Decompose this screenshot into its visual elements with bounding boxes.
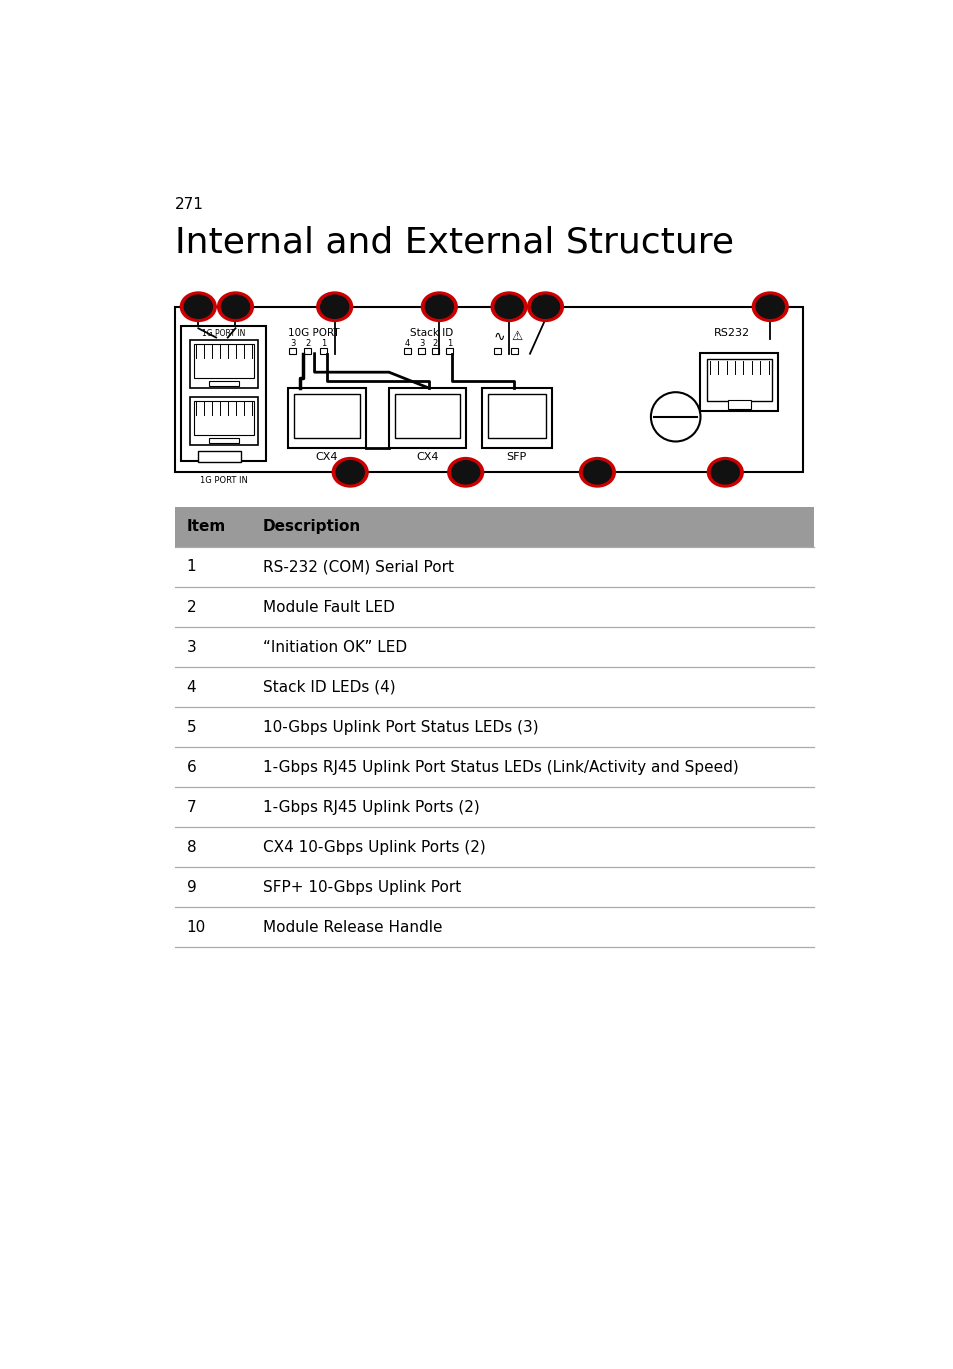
Bar bbox=[700, 353, 778, 411]
Text: RS232: RS232 bbox=[713, 329, 749, 338]
Text: 7: 7 bbox=[187, 799, 196, 815]
Text: 10: 10 bbox=[187, 920, 206, 935]
Text: 4: 4 bbox=[187, 679, 196, 694]
Text: 1G PORT IN: 1G PORT IN bbox=[202, 329, 245, 338]
Text: 1-Gbps RJ45 Uplink Port Status LEDs (Link/Activity and Speed): 1-Gbps RJ45 Uplink Port Status LEDs (Lin… bbox=[262, 760, 738, 775]
Text: “Initiation OK” LED: “Initiation OK” LED bbox=[262, 639, 406, 654]
Ellipse shape bbox=[319, 294, 349, 319]
Text: 1G PORT IN: 1G PORT IN bbox=[200, 476, 248, 485]
Ellipse shape bbox=[706, 457, 743, 487]
Ellipse shape bbox=[751, 292, 788, 322]
Bar bbox=[209, 382, 239, 386]
Text: 3: 3 bbox=[418, 340, 424, 348]
Text: 1-Gbps RJ45 Uplink Ports (2): 1-Gbps RJ45 Uplink Ports (2) bbox=[262, 799, 478, 815]
Bar bbox=[193, 344, 253, 378]
Bar bbox=[193, 401, 253, 434]
Text: ⚠: ⚠ bbox=[511, 330, 522, 342]
Bar bbox=[174, 307, 802, 472]
Text: 8: 8 bbox=[187, 839, 196, 854]
Bar bbox=[488, 394, 545, 438]
Text: SFP: SFP bbox=[506, 452, 526, 463]
Bar bbox=[403, 348, 410, 353]
Text: Internal and External Structure: Internal and External Structure bbox=[174, 226, 733, 260]
Text: 1: 1 bbox=[321, 340, 326, 348]
Ellipse shape bbox=[582, 460, 612, 485]
Ellipse shape bbox=[220, 294, 250, 319]
Ellipse shape bbox=[526, 292, 563, 322]
Bar bbox=[727, 400, 750, 409]
Text: Item: Item bbox=[187, 519, 226, 534]
Ellipse shape bbox=[183, 294, 213, 319]
Ellipse shape bbox=[216, 292, 253, 322]
Text: 3: 3 bbox=[187, 639, 196, 654]
Ellipse shape bbox=[420, 292, 457, 322]
Ellipse shape bbox=[424, 294, 454, 319]
Bar bbox=[174, 507, 814, 548]
Bar bbox=[389, 387, 466, 448]
Text: CX4 10-Gbps Uplink Ports (2): CX4 10-Gbps Uplink Ports (2) bbox=[262, 839, 485, 854]
Ellipse shape bbox=[578, 457, 616, 487]
Text: 5: 5 bbox=[187, 720, 196, 735]
Bar bbox=[294, 394, 359, 438]
Ellipse shape bbox=[530, 294, 559, 319]
Text: Description: Description bbox=[262, 519, 360, 534]
Ellipse shape bbox=[451, 460, 480, 485]
Text: Module Fault LED: Module Fault LED bbox=[262, 600, 395, 615]
Text: 6: 6 bbox=[187, 760, 196, 775]
Ellipse shape bbox=[490, 292, 527, 322]
Text: 10G PORT: 10G PORT bbox=[288, 329, 339, 338]
Bar bbox=[510, 348, 517, 353]
Bar bbox=[289, 348, 295, 353]
Text: 3: 3 bbox=[290, 340, 295, 348]
Bar bbox=[181, 326, 266, 461]
Ellipse shape bbox=[447, 457, 484, 487]
Text: Module Release Handle: Module Release Handle bbox=[262, 920, 441, 935]
Text: 2: 2 bbox=[187, 600, 196, 615]
Ellipse shape bbox=[494, 294, 523, 319]
Text: CX4: CX4 bbox=[315, 452, 338, 463]
Text: 4: 4 bbox=[404, 340, 410, 348]
Ellipse shape bbox=[179, 292, 216, 322]
Text: SFP+ 10-Gbps Uplink Port: SFP+ 10-Gbps Uplink Port bbox=[262, 880, 460, 895]
Text: CX4: CX4 bbox=[416, 452, 438, 463]
Text: 10-Gbps Uplink Port Status LEDs (3): 10-Gbps Uplink Port Status LEDs (3) bbox=[262, 720, 537, 735]
Bar bbox=[706, 359, 771, 401]
Ellipse shape bbox=[335, 460, 365, 485]
Bar bbox=[198, 450, 241, 461]
Bar bbox=[417, 348, 424, 353]
Text: RS-232 (COM) Serial Port: RS-232 (COM) Serial Port bbox=[262, 560, 453, 575]
Text: 1: 1 bbox=[446, 340, 452, 348]
Bar bbox=[494, 348, 500, 353]
Text: 9: 9 bbox=[187, 880, 196, 895]
Text: ∿: ∿ bbox=[493, 330, 504, 344]
Bar bbox=[190, 340, 257, 387]
Bar bbox=[319, 348, 327, 353]
Text: Stack ID: Stack ID bbox=[410, 329, 453, 338]
Text: 271: 271 bbox=[174, 197, 204, 212]
Ellipse shape bbox=[332, 457, 369, 487]
Bar bbox=[304, 348, 311, 353]
Text: 2: 2 bbox=[305, 340, 311, 348]
Ellipse shape bbox=[710, 460, 740, 485]
Bar bbox=[445, 348, 452, 353]
Bar bbox=[395, 394, 459, 438]
Bar bbox=[431, 348, 438, 353]
Ellipse shape bbox=[755, 294, 784, 319]
Bar bbox=[209, 438, 239, 444]
Bar bbox=[190, 397, 257, 445]
Text: Stack ID LEDs (4): Stack ID LEDs (4) bbox=[262, 679, 395, 694]
Text: 2: 2 bbox=[433, 340, 437, 348]
Ellipse shape bbox=[315, 292, 353, 322]
Text: 1: 1 bbox=[187, 560, 196, 575]
Circle shape bbox=[650, 392, 700, 441]
Bar bbox=[481, 387, 551, 448]
Bar bbox=[288, 387, 365, 448]
